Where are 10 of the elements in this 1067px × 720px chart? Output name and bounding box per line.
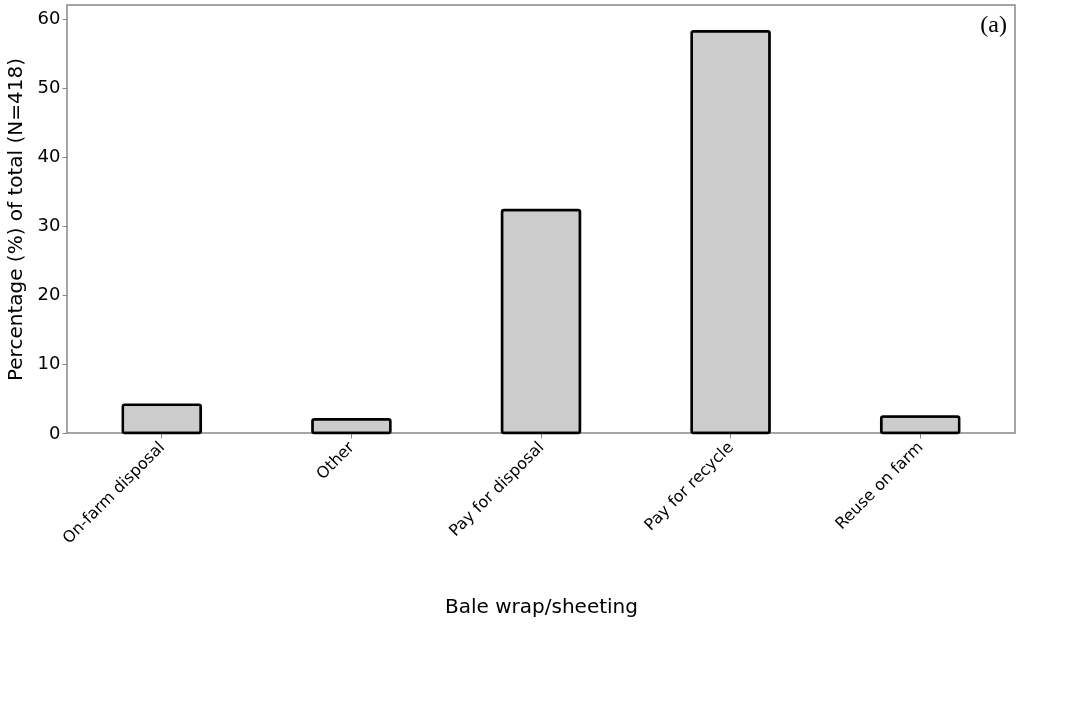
y-tick-label: 60 — [37, 7, 61, 29]
y-tick-label: 40 — [37, 145, 61, 167]
y-tick-label: 10 — [37, 352, 61, 374]
x-axis-title: Bale wrap/sheeting — [445, 593, 638, 618]
y-tick-label: 30 — [37, 214, 61, 236]
y-tick-label: 50 — [37, 76, 61, 98]
y-tick-label: 0 — [49, 421, 61, 443]
annotation: (a) — [980, 11, 1007, 37]
y-tick-label: 20 — [37, 283, 61, 305]
y-axis-title: Percentage (%) of total (N=418) — [2, 57, 27, 382]
